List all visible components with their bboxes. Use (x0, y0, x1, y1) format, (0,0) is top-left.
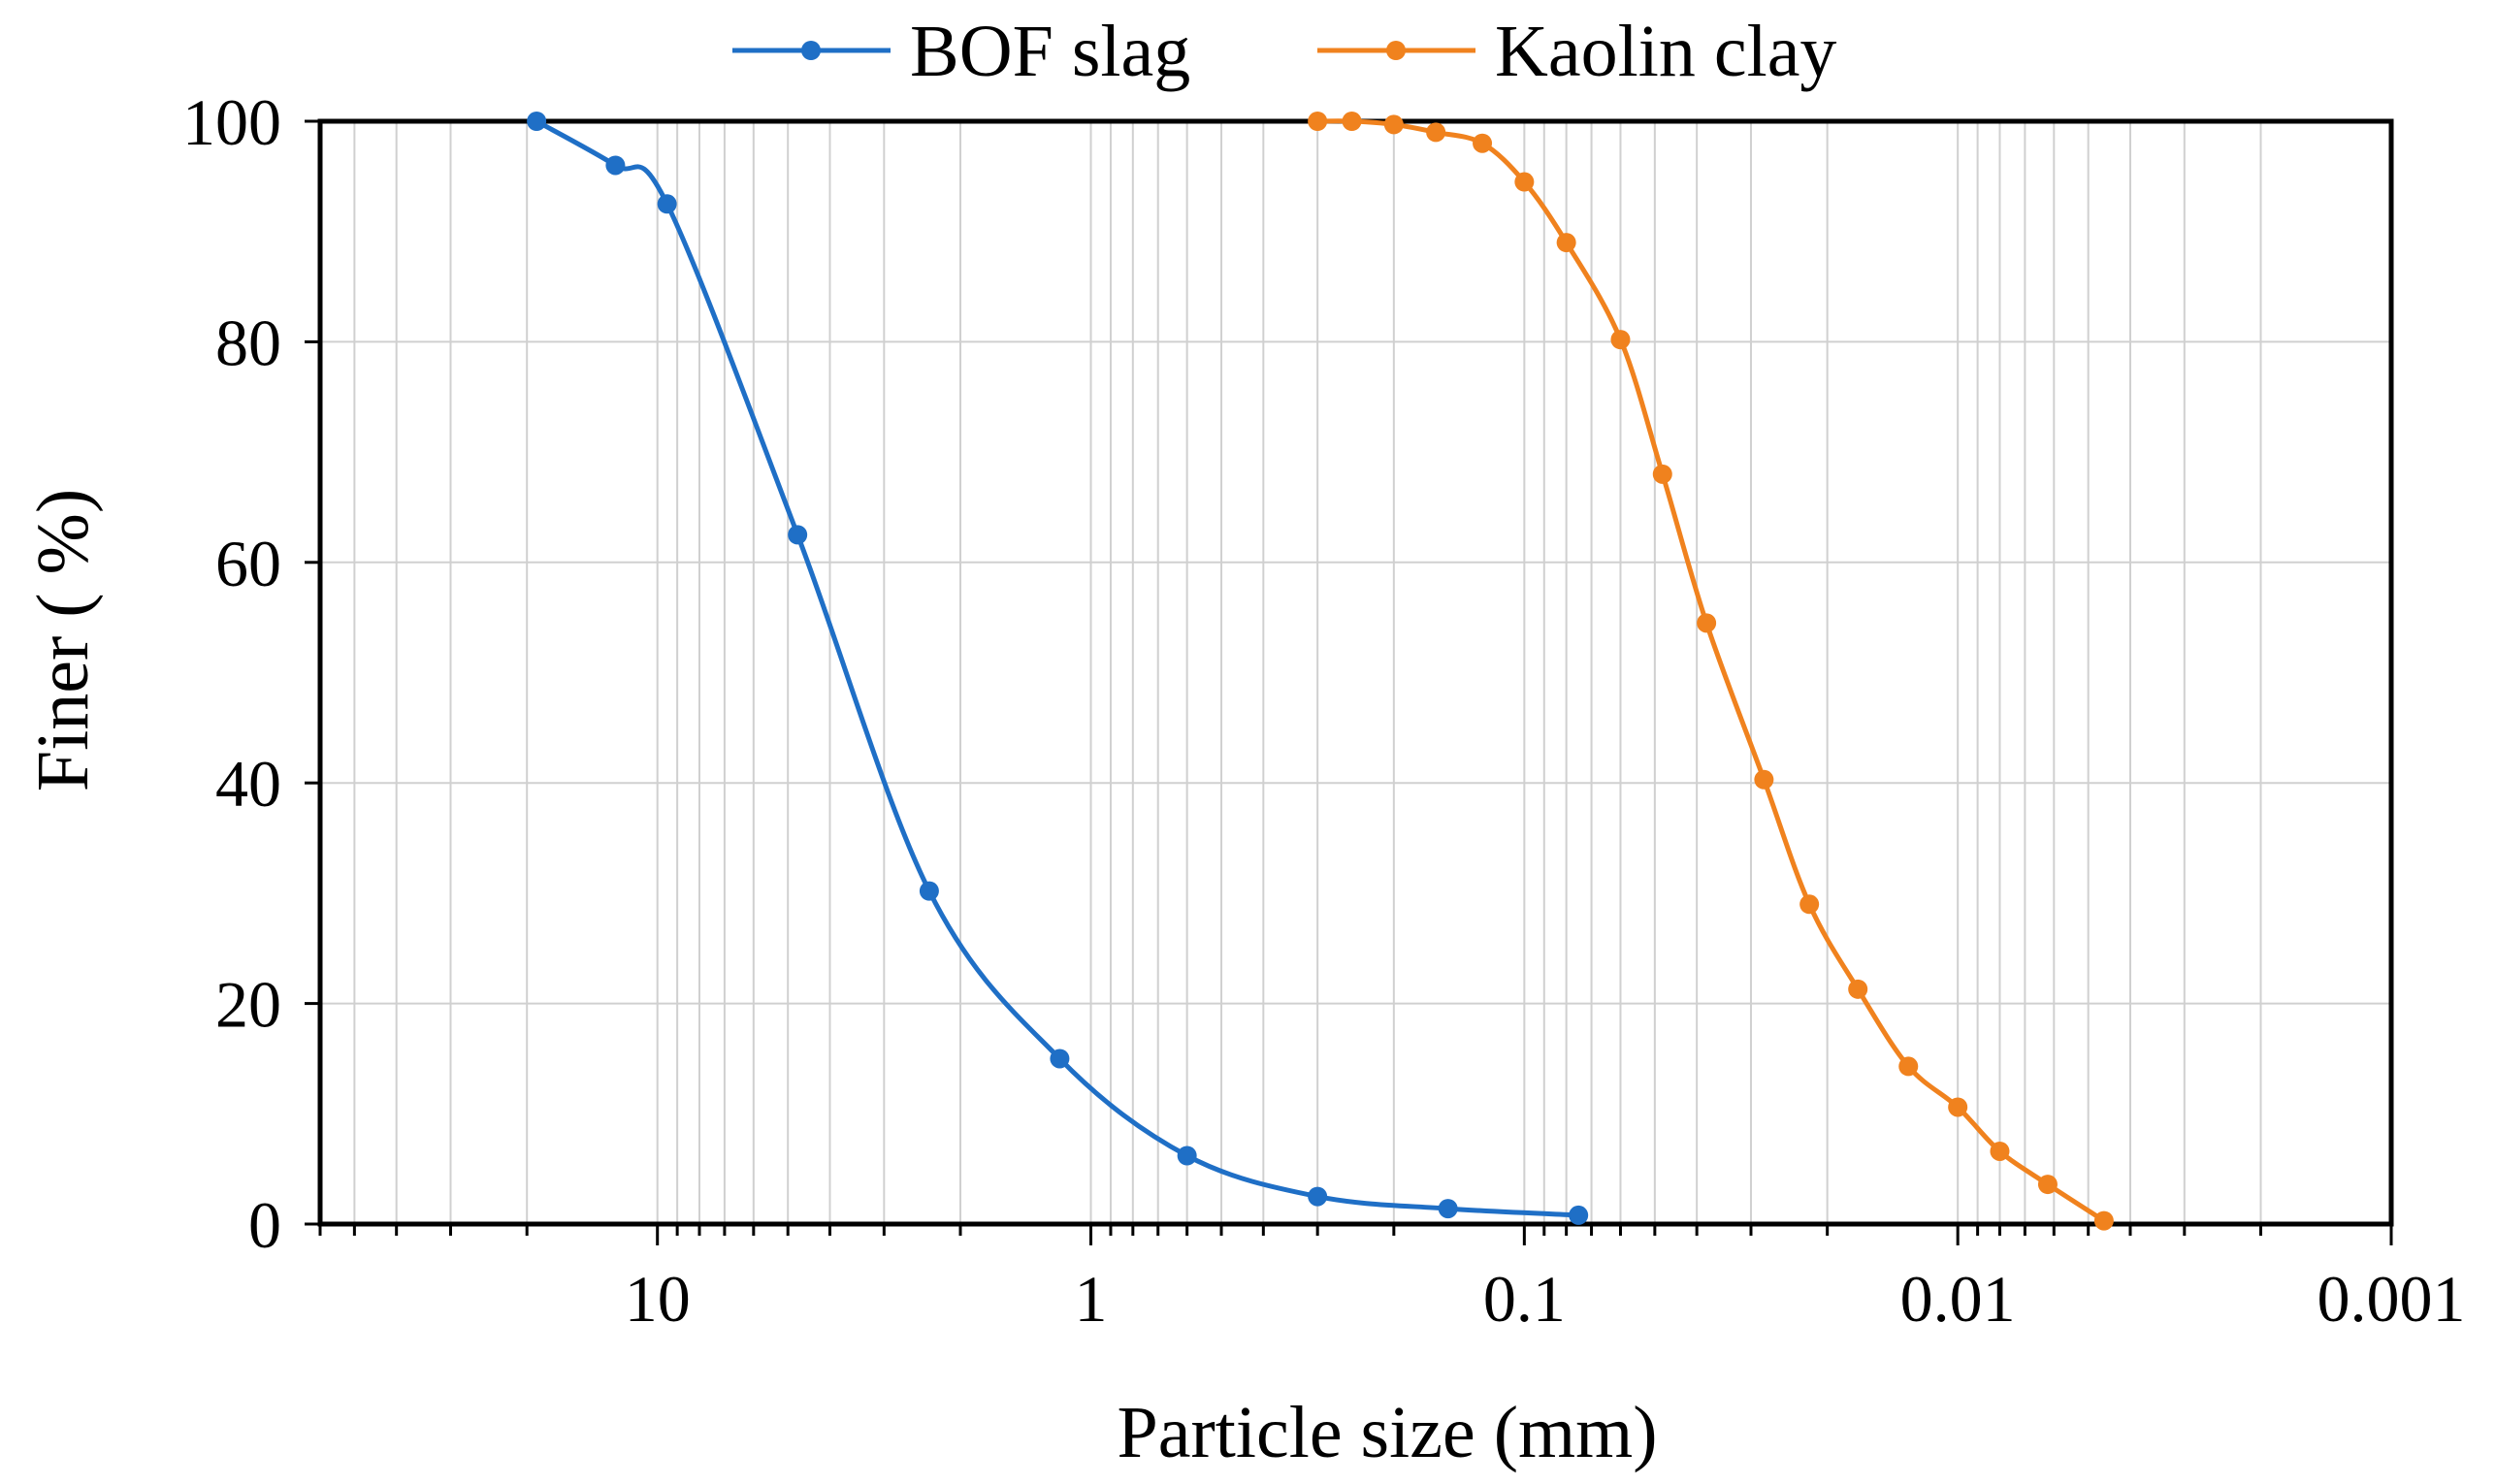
legend-label-bof-slag: BOF slag (910, 11, 1190, 92)
data-point-kaolin-clay (1898, 1056, 1919, 1077)
y-tick-label: 60 (215, 527, 281, 600)
data-point-kaolin-clay (1426, 122, 1446, 143)
data-point-kaolin-clay (1556, 233, 1576, 253)
series-line-kaolin-clay (1317, 118, 2106, 1223)
data-point-kaolin-clay (1848, 979, 1868, 999)
x-axis-tick-labels: 10 1 0.1 0.01 0.001 (625, 1262, 2466, 1336)
horizontal-gridlines (320, 340, 2391, 1005)
data-point-kaolin-clay (1799, 894, 1820, 915)
data-point-kaolin-clay (2093, 1210, 2114, 1231)
legend-label-kaolin-clay: Kaolin clay (1495, 11, 1836, 92)
data-point-kaolin-clay (1473, 133, 1493, 153)
legend-marker-kaolin-clay (1386, 41, 1406, 60)
data-point-kaolin-clay (1342, 112, 1362, 131)
y-axis-title: Finer ( %) (22, 489, 104, 791)
y-tick-label: 0 (248, 1188, 281, 1262)
data-point-bof-slag (788, 525, 808, 545)
x-tick-label: 1 (1075, 1262, 1108, 1336)
vertical-gridlines (353, 121, 2262, 1224)
x-tick-label: 10 (625, 1262, 691, 1336)
y-axis-ticks (305, 119, 320, 1226)
series-layer (527, 112, 2114, 1231)
data-point-bof-slag (605, 155, 626, 176)
data-point-bof-slag (657, 194, 677, 214)
x-tick-label: 0.001 (2318, 1262, 2466, 1336)
y-tick-label: 80 (215, 306, 281, 379)
legend-marker-bof-slag (801, 41, 821, 60)
series-line-bof-slag (535, 118, 1579, 1218)
data-point-bof-slag (1177, 1145, 1197, 1166)
data-point-kaolin-clay (1990, 1141, 2010, 1161)
data-point-bof-slag (527, 112, 547, 131)
data-point-kaolin-clay (1652, 464, 1672, 484)
data-point-kaolin-clay (1610, 330, 1631, 350)
data-point-kaolin-clay (1383, 114, 1404, 135)
legend: BOF slag Kaolin clay (732, 11, 1836, 92)
data-point-bof-slag (1308, 1186, 1328, 1207)
y-tick-label: 100 (182, 85, 281, 159)
plot-frame (317, 118, 2394, 1227)
data-point-kaolin-clay (1308, 112, 1328, 131)
x-axis-title: Particle size (mm) (1117, 1392, 1657, 1473)
data-point-bof-slag (1569, 1205, 1589, 1225)
data-point-bof-slag (919, 881, 939, 901)
data-point-kaolin-clay (1948, 1097, 1968, 1117)
data-point-bof-slag (1438, 1199, 1458, 1219)
x-tick-label: 0.01 (1900, 1262, 2016, 1336)
x-axis-ticks (318, 1224, 2393, 1245)
data-point-kaolin-clay (1754, 769, 1774, 790)
data-point-kaolin-clay (1697, 613, 1717, 633)
data-point-kaolin-clay (1514, 172, 1535, 192)
x-tick-label: 0.1 (1483, 1262, 1566, 1336)
y-tick-label: 40 (215, 747, 281, 821)
data-point-bof-slag (1050, 1048, 1070, 1069)
y-tick-label: 20 (215, 968, 281, 1042)
data-point-kaolin-clay (2037, 1175, 2058, 1195)
y-axis-tick-labels: 0 20 40 60 80 100 (182, 85, 281, 1262)
